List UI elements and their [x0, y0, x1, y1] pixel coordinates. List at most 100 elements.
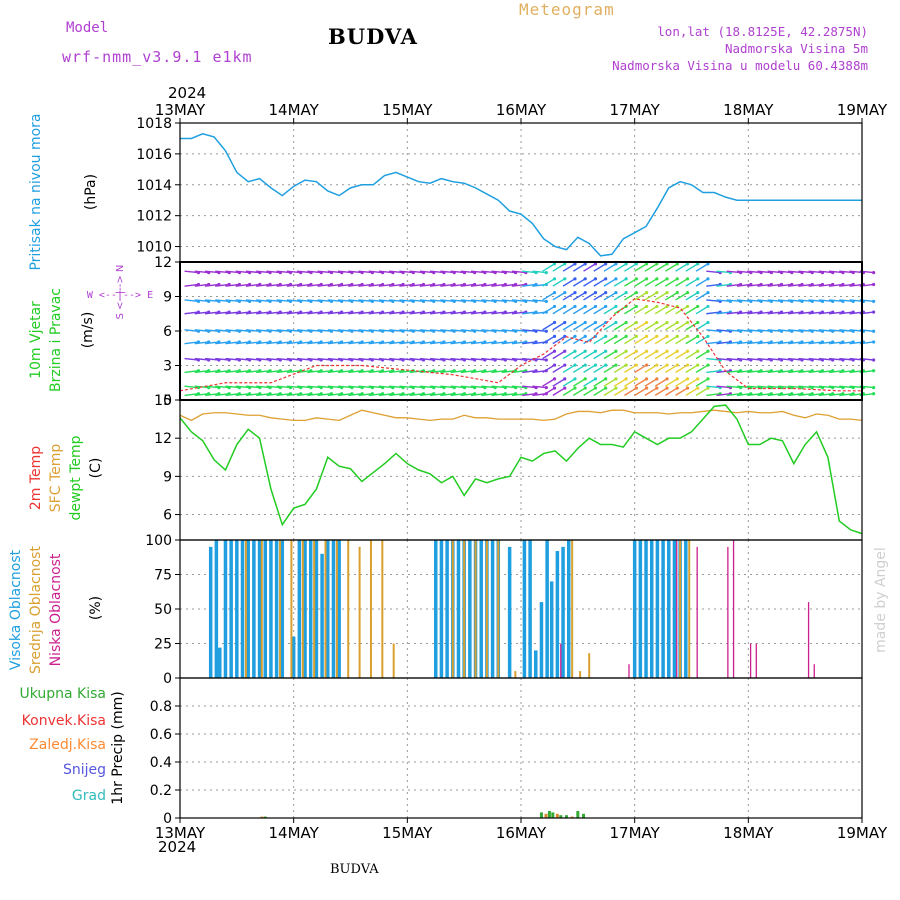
wind-arrow	[685, 364, 699, 373]
wind-arrow	[327, 270, 342, 274]
wind-arrow	[675, 387, 688, 396]
wind-arrow-head	[593, 349, 598, 353]
wind-arrow	[706, 299, 721, 303]
wind-arrow	[798, 357, 813, 361]
wind-arrow	[389, 299, 404, 303]
wind-arrow	[276, 385, 291, 389]
wind-arrow	[337, 385, 352, 389]
wind-arrow	[389, 283, 404, 287]
wind-arrow	[378, 385, 393, 389]
high-cloud-bar	[246, 540, 250, 678]
wind-arrow	[654, 378, 668, 387]
wind-arrow	[664, 305, 678, 315]
wind-arrow	[664, 387, 678, 396]
wind-arrow	[511, 329, 526, 332]
wind-arrow	[245, 299, 260, 303]
wind-arrow-head	[614, 377, 618, 381]
wind-arrow	[562, 263, 576, 272]
wind-arrow-head	[706, 320, 710, 325]
low-cloud-label: Niska Oblacnost	[48, 553, 64, 666]
wind-arrow	[297, 299, 312, 303]
wind-arrow	[501, 393, 516, 397]
wind-arrow	[245, 270, 260, 274]
wind-arrow	[757, 311, 772, 315]
wind-arrow	[276, 329, 291, 332]
wind-arrow	[256, 329, 271, 332]
wind-arrow	[440, 393, 455, 397]
wind-arrow	[481, 341, 496, 345]
wind-arrow-head	[593, 277, 598, 281]
wind-arrow	[695, 364, 709, 373]
wind-arrow	[808, 283, 823, 287]
wind-arrow	[572, 387, 586, 396]
wind-arrow	[624, 292, 637, 301]
wind-arrow	[808, 385, 823, 389]
wind-arrow	[276, 357, 291, 361]
wind-arrow	[767, 299, 782, 303]
wind-arrow	[460, 329, 475, 332]
wind-arrow	[440, 283, 455, 287]
wind-arrow	[624, 321, 637, 331]
wind-arrow	[317, 311, 332, 315]
wind-arrow	[736, 283, 751, 287]
wind-arrow	[613, 305, 627, 315]
wind-arrow	[767, 283, 782, 287]
wind-arrow	[685, 350, 699, 360]
wind-arrow	[818, 299, 833, 303]
wind-arrow	[695, 335, 709, 345]
wind-arrow	[317, 385, 332, 389]
wind-arrow	[470, 329, 485, 332]
wind-arrow	[716, 283, 731, 287]
wind-arrow	[409, 283, 424, 287]
wind-arrow	[788, 341, 803, 345]
wind-arrow	[634, 263, 647, 272]
high-cloud-bar	[644, 540, 648, 678]
wind-arrow	[460, 270, 475, 274]
wind-arrow	[245, 385, 260, 389]
wind-arrow	[593, 350, 607, 360]
wind-arrow-head	[706, 334, 710, 338]
wind-arrow	[256, 270, 271, 274]
high-cloud-label: Visoka Oblacnost	[8, 549, 24, 670]
mid-cloud-bar	[335, 540, 338, 678]
wind-arrow	[839, 385, 854, 389]
wind-arrow	[225, 357, 240, 361]
high-cloud-bar	[218, 647, 222, 678]
high-cloud-bar	[672, 540, 677, 678]
wind-arrow-head	[872, 299, 876, 303]
wind-arrow-head	[552, 291, 557, 295]
wind-arrow	[440, 270, 455, 274]
wind-arrow	[572, 263, 586, 272]
wind-arrow-head	[604, 262, 608, 266]
wind-arrow	[808, 357, 823, 361]
wind-arrow-head	[624, 277, 628, 281]
wind-arrow	[378, 299, 393, 303]
wind-arrow	[552, 305, 566, 315]
model-label: Model	[66, 20, 109, 36]
wind-arrow	[266, 283, 281, 287]
wind-arrow	[389, 385, 404, 389]
wind-arrow	[429, 357, 445, 361]
wind-arrow-head	[624, 334, 628, 338]
wind-arrow	[654, 350, 668, 360]
wind-arrow	[695, 350, 709, 360]
wind-arrow	[522, 299, 537, 303]
mid-cloud-bar	[369, 540, 372, 678]
wind-arrow	[726, 311, 741, 315]
wind-arrow	[613, 335, 627, 345]
wind-arrow	[378, 341, 393, 345]
precip-bar	[559, 815, 563, 818]
wind-arrow	[184, 370, 199, 374]
mid-cloud-bar	[514, 671, 517, 678]
high-cloud-bar	[456, 540, 461, 678]
wind-arrow	[726, 341, 741, 345]
wind-arrow-head	[655, 334, 659, 338]
wind-arrow	[348, 357, 363, 361]
wind-arrow	[603, 278, 617, 287]
wind-arrow	[317, 329, 332, 332]
low-cloud-bar	[813, 664, 815, 678]
sfc-temp-line	[179, 409, 863, 422]
wind-arrow	[839, 393, 854, 397]
wind-arrow	[491, 270, 506, 274]
wind-arrow	[245, 341, 260, 345]
